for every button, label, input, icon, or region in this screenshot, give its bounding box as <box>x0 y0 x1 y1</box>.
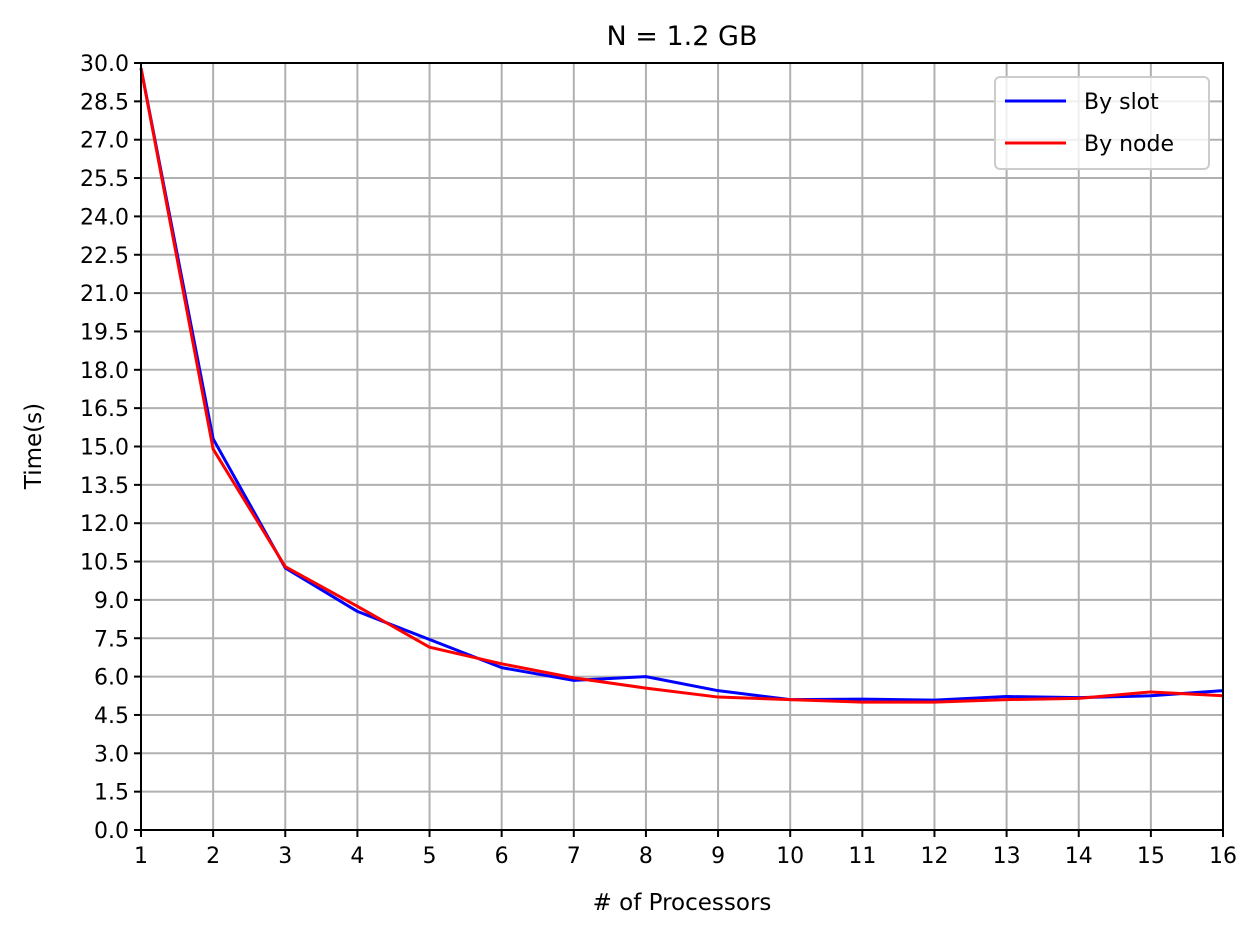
x-tick-label: 9 <box>711 844 725 869</box>
x-tick-label: 14 <box>1065 844 1093 869</box>
y-tick-label: 13.5 <box>80 474 129 499</box>
grid <box>140 62 1224 831</box>
x-tick-label: 10 <box>776 844 804 869</box>
chart-title: N = 1.2 GB <box>607 21 758 52</box>
y-tick-label: 27.0 <box>80 129 129 154</box>
y-tick-label: 19.5 <box>80 320 129 345</box>
x-tick-label: 7 <box>567 844 581 869</box>
series-layer <box>139 67 1224 704</box>
y-tick-label: 6.0 <box>94 666 129 691</box>
x-tick-label: 15 <box>1137 844 1165 869</box>
y-tick-label: 16.5 <box>80 397 129 422</box>
axis-ticks: 1 2 3 4 5 6 7 8 9 10 11 12 13 14 15 160.01.53.04.56.07.… <box>80 52 1237 869</box>
y-tick-label: 12.0 <box>80 512 129 537</box>
series-line-by-slot <box>139 67 1224 702</box>
x-tick-label: 11 <box>848 844 876 869</box>
x-tick-label: 8 <box>639 844 653 869</box>
y-tick-label: 1.5 <box>94 781 129 806</box>
series-line-by-node <box>139 67 1224 704</box>
y-tick-label: 9.0 <box>94 589 129 614</box>
y-tick-label: 25.5 <box>80 167 129 192</box>
y-tick-label: 0.0 <box>94 819 129 844</box>
y-tick-label: 21.0 <box>80 282 129 307</box>
y-tick-label: 15.0 <box>80 436 129 461</box>
x-tick-label: 5 <box>423 844 437 869</box>
y-tick-label: 3.0 <box>94 742 129 767</box>
legend-label-by-slot: By slot <box>1084 90 1159 115</box>
y-tick-label: 10.5 <box>80 551 129 576</box>
y-tick-label: 22.5 <box>80 244 129 269</box>
y-axis-label: Time(s) <box>21 403 47 490</box>
legend-label-by-node: By node <box>1084 132 1174 157</box>
x-tick-label: 12 <box>920 844 948 869</box>
legend: By slot By node <box>994 76 1210 170</box>
x-tick-label: 16 <box>1209 844 1237 869</box>
y-tick-label: 4.5 <box>94 704 129 729</box>
x-tick-label: 13 <box>993 844 1021 869</box>
y-tick-label: 24.0 <box>80 205 129 230</box>
x-tick-label: 3 <box>278 844 292 869</box>
x-tick-label: 1 <box>134 844 148 869</box>
y-tick-label: 28.5 <box>80 90 129 115</box>
x-tick-label: 6 <box>495 844 509 869</box>
x-tick-label: 4 <box>350 844 364 869</box>
y-tick-label: 18.0 <box>80 359 129 384</box>
y-tick-label: 30.0 <box>80 52 129 77</box>
y-tick-label: 7.5 <box>94 627 129 652</box>
x-tick-label: 2 <box>206 844 220 869</box>
x-axis-label: # of Processors <box>593 890 772 916</box>
